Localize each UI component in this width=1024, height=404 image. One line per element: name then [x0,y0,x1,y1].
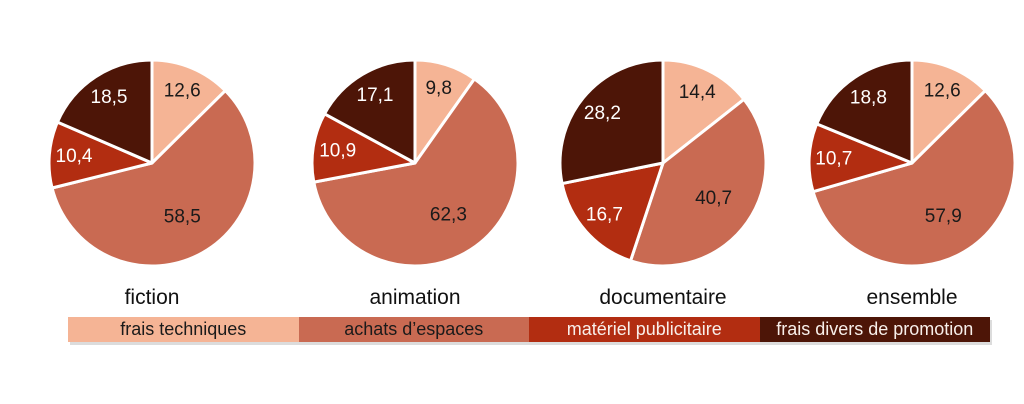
pie-slice-frais-techniques [150,58,227,165]
slice-value-label: 12,6 [164,80,201,101]
slice-value-label: 62,3 [430,205,467,226]
pie-block-animation: 9,8 62,3 10,9 17,1 animation [308,56,522,310]
slice-value-label: 18,8 [850,88,887,109]
pie-slice-achats-d-espaces [50,89,257,268]
slice-value-label: 28,2 [584,103,621,124]
slice-value-label: 57,9 [925,206,962,227]
pie-slice-frais-divers-de-promotion [322,58,417,165]
legend-item-frais-divers-promotion: frais divers de promotion [759,317,990,342]
pie-chart-documentaire: 14,4 40,7 16,7 28,2 [558,58,768,268]
slice-value-label: 16,7 [586,205,623,226]
pie-slice-frais-divers-de-promotion [558,58,665,186]
legend-bar: frais techniques achats d’espaces matéri… [68,317,990,342]
pie-slice-achats-d-espaces [629,97,768,268]
slice-value-label: 10,9 [319,140,356,161]
pie-slice-frais-techniques [661,58,746,165]
legend-label: frais techniques [120,319,247,339]
pie-title-fiction: fiction [124,286,180,309]
pie-title-ensemble: ensemble [866,286,958,309]
pie-slice-achats-d-espaces [811,89,1017,268]
slice-value-label: 14,4 [679,82,716,103]
pie-block-documentaire: 14,4 40,7 16,7 28,2 documentaire [556,56,770,310]
pie-title-animation: animation [369,286,461,309]
legend-label: matériel publicitaire [566,319,722,339]
legend-label: achats d’espaces [344,319,484,339]
slice-value-label: 40,7 [695,188,732,209]
slice-value-label: 10,4 [56,146,93,167]
slice-value-label: 17,1 [357,85,394,106]
pie-slice-achats-d-espaces [312,77,520,268]
pie-slice-mat-riel-publicitaire [560,161,665,263]
pie-block-fiction: 12,6 58,5 10,4 18,5 fiction [45,56,259,310]
pie-chart-ensemble: 12,6 57,9 10,7 18,8 [807,58,1017,268]
pie-chart-fiction: 12,6 58,5 10,4 18,5 [47,58,257,268]
pie-slice-frais-divers-de-promotion [55,58,154,165]
slice-value-label: 12,6 [924,80,961,101]
pie-title-documentaire: documentaire [599,286,727,309]
pie-slice-frais-techniques [910,58,987,165]
slice-value-label: 9,8 [425,78,451,99]
legend-item-frais-techniques: frais techniques [68,317,299,342]
pie-block-ensemble: 12,6 57,9 10,7 18,8 ensemble [805,56,1019,310]
pie-slice-frais-divers-de-promotion [815,58,914,165]
slice-value-label: 58,5 [164,206,201,227]
pie-chart-animation: 9,8 62,3 10,9 17,1 [310,58,520,268]
legend-item-achats-despaces: achats d’espaces [298,317,529,342]
legend-item-materiel-publicitaire: matériel publicitaire [529,317,760,342]
legend-label: frais divers de promotion [776,319,974,339]
slice-value-label: 10,7 [815,148,852,169]
slice-value-label: 18,5 [91,87,128,108]
